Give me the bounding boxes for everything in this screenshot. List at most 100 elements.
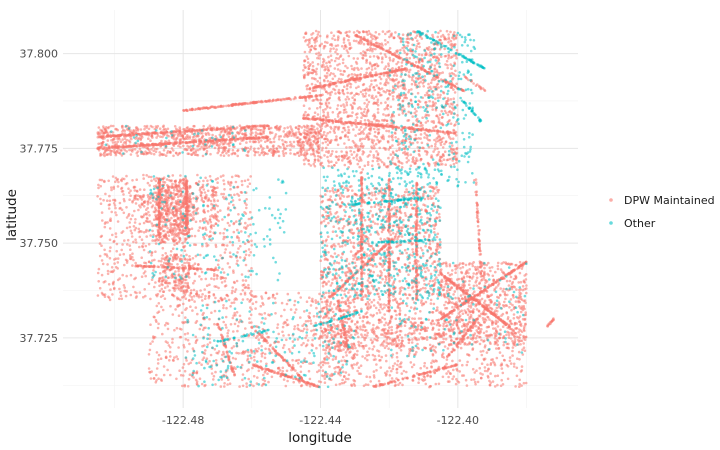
data-point [410,76,414,79]
data-point [437,58,441,62]
data-point [176,153,180,157]
data-point [249,273,253,277]
data-point [225,152,228,155]
data-point [400,166,404,169]
data-point [335,135,338,138]
data-point [354,134,357,137]
data-point [429,197,433,200]
data-point [199,289,202,292]
data-point [308,107,311,110]
data-point [178,126,182,129]
data-point [191,146,195,150]
data-point [131,255,134,259]
data-point [386,107,390,111]
data-point [341,73,345,76]
data-point [128,140,132,144]
data-point [170,147,174,150]
data-point [284,151,288,155]
data-point [188,192,192,196]
data-point [444,111,448,115]
data-point [133,221,137,224]
data-point [389,146,392,149]
data-point [333,164,336,167]
data-point [416,103,420,106]
data-point [311,128,314,131]
data-point [405,37,409,41]
data-point [108,256,112,260]
data-point [181,264,184,267]
data-point [353,94,356,97]
data-point [222,142,226,146]
data-point [456,114,459,117]
data-point [121,124,124,128]
data-point [249,134,253,137]
data-point [357,31,361,34]
data-point [390,158,394,161]
data-point [158,154,162,157]
data-point [366,163,370,166]
data-point [395,215,398,219]
data-point [437,31,440,35]
data-point [429,51,432,54]
data-point [294,126,298,129]
data-point [305,55,309,58]
data-point [355,153,359,156]
data-point [313,128,316,132]
data-point [383,118,387,122]
data-point [452,88,455,91]
data-point [427,138,430,142]
data-point [170,223,174,226]
data-point [123,199,126,203]
data-point [285,144,289,148]
data-point [373,193,377,197]
data-point [403,190,407,194]
data-point [99,197,102,201]
data-point [173,226,177,229]
data-point [216,210,220,214]
data-point [175,221,178,225]
data-point [306,43,310,47]
data-point [430,293,434,296]
data-point [163,269,166,273]
data-point [111,233,114,237]
data-point [316,113,320,116]
data-point [114,206,117,210]
data-point [170,216,173,220]
data-point [116,261,120,264]
data-point [414,36,417,39]
data-point [359,137,362,141]
data-point [243,179,247,183]
data-point [158,278,161,281]
data-point [320,200,324,204]
data-point [250,267,253,270]
data-point [316,127,319,130]
data-point [299,132,303,136]
data-point [108,249,112,253]
data-point [250,244,253,247]
data-point [222,243,226,247]
data-point [333,59,337,63]
data-point [131,179,134,182]
data-point [138,245,141,249]
data-point [391,95,395,98]
data-point [98,286,102,290]
data-point [373,67,377,70]
data-point [178,138,182,141]
data-point [358,344,361,348]
data-point [393,36,396,40]
data-point [151,224,154,228]
data-point [360,142,363,145]
data-point [259,132,263,136]
data-point [289,125,292,128]
data-point [103,293,107,296]
data-point [437,150,441,154]
data-point [379,205,383,209]
data-point [170,179,173,182]
data-point [433,70,437,74]
data-point [323,154,326,157]
data-point [193,262,197,266]
data-point [394,31,397,34]
data-point [193,243,196,246]
data-point [108,296,111,300]
data-point [316,80,320,83]
